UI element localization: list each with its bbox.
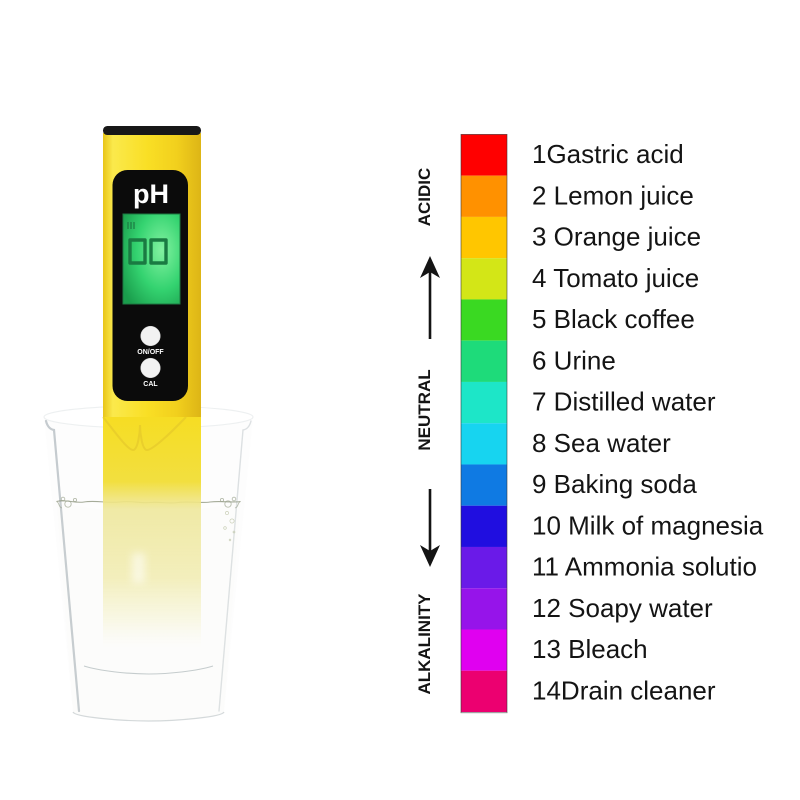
svg-text:7 Distilled water: 7 Distilled water: [532, 387, 716, 417]
svg-text:1Gastric acid: 1Gastric acid: [532, 139, 684, 169]
svg-text:9 Baking soda: 9 Baking soda: [532, 469, 697, 499]
svg-text:pH: pH: [133, 179, 169, 209]
svg-text:4 Tomato juice: 4 Tomato juice: [532, 263, 699, 293]
svg-text:13 Bleach: 13 Bleach: [532, 634, 648, 664]
svg-text:ON/OFF: ON/OFF: [137, 349, 164, 356]
svg-text:6 Urine: 6 Urine: [532, 345, 616, 375]
svg-text:ALKALINITY: ALKALINITY: [415, 593, 434, 695]
svg-text:10 Milk of magnesia: 10 Milk of magnesia: [532, 510, 764, 540]
svg-text:ACIDIC: ACIDIC: [415, 168, 434, 227]
svg-text:11 Ammonia solutio: 11 Ammonia solutio: [532, 552, 757, 582]
svg-text:2 Lemon juice: 2 Lemon juice: [532, 180, 694, 210]
svg-text:CAL: CAL: [143, 381, 158, 388]
svg-text:14Drain cleaner: 14Drain cleaner: [532, 675, 716, 705]
svg-text:8 Sea water: 8 Sea water: [532, 428, 671, 458]
svg-text:3 Orange juice: 3 Orange juice: [532, 222, 701, 252]
svg-text:NEUTRAL: NEUTRAL: [415, 369, 434, 450]
svg-text:5 Black coffee: 5 Black coffee: [532, 304, 695, 334]
svg-text:12 Soapy water: 12 Soapy water: [532, 593, 713, 623]
